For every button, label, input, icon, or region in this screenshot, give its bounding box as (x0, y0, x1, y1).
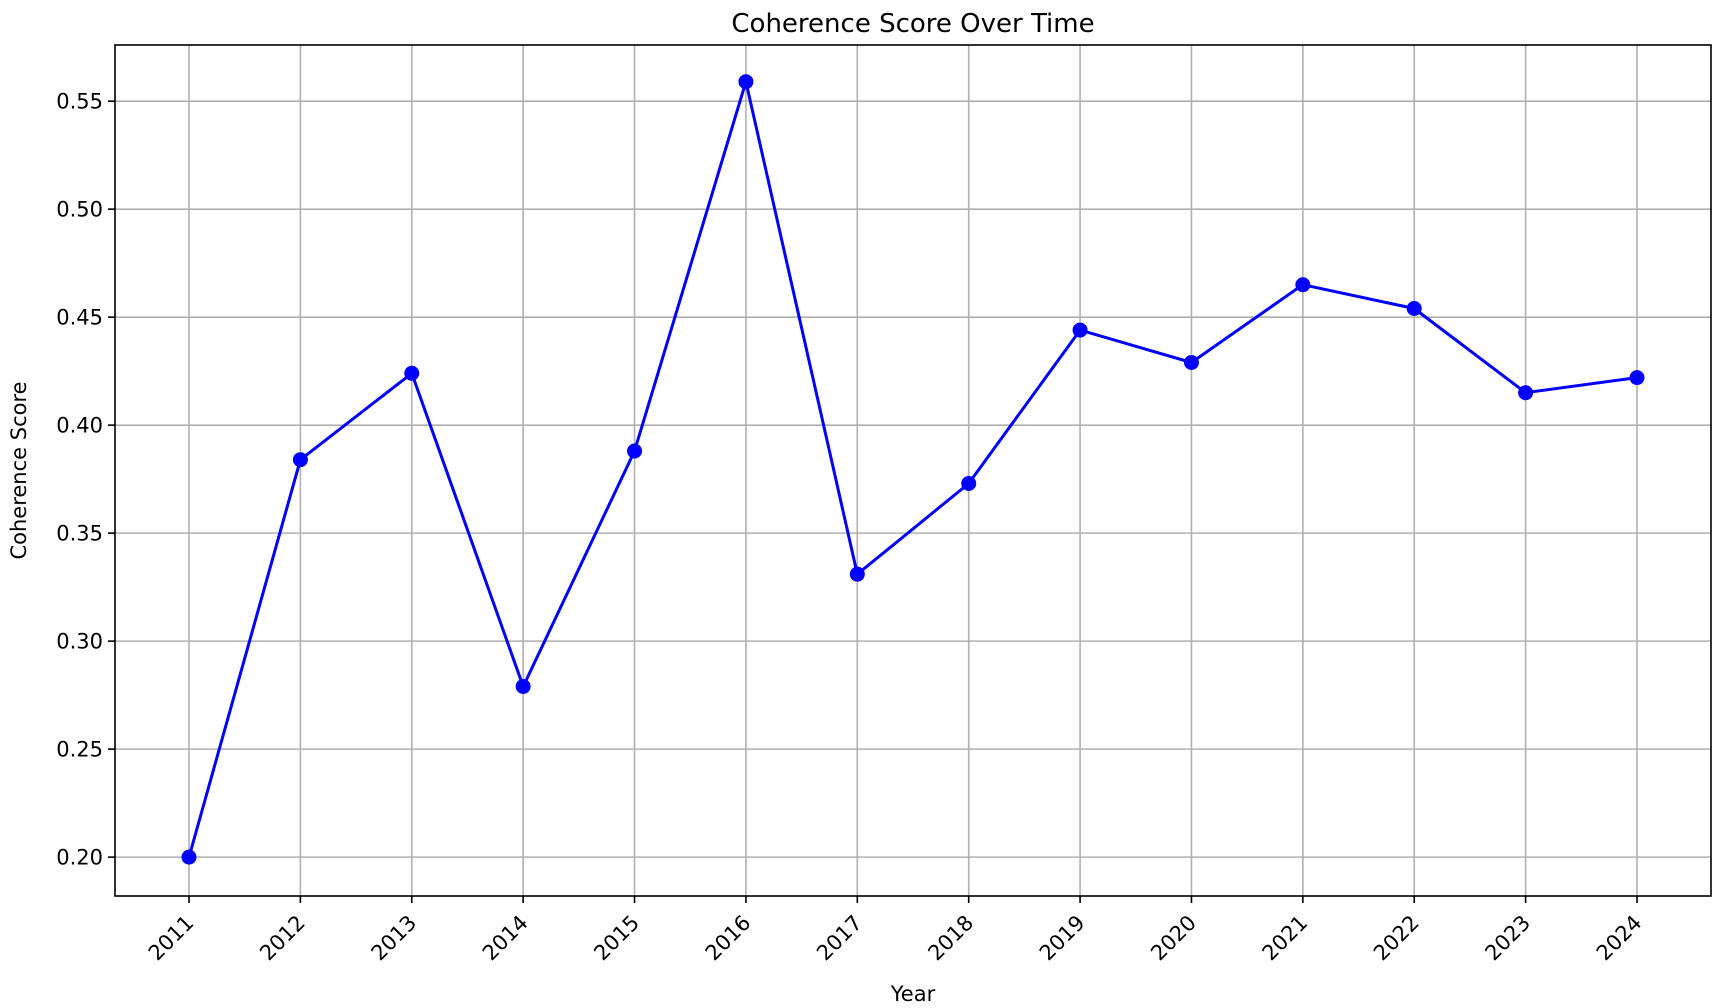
y-tick-label: 0.35 (56, 522, 103, 546)
data-point-2015 (627, 443, 643, 459)
series-line (187, 80, 1638, 858)
data-point-2019 (1072, 322, 1088, 338)
data-point-2011 (181, 849, 197, 865)
y-axis-label: Coherence Score (7, 381, 31, 559)
plot-area-frame (114, 44, 1712, 897)
data-point-2012 (292, 452, 308, 468)
y-tick-label: 0.40 (56, 414, 103, 438)
y-tick-label: 0.20 (56, 846, 103, 870)
data-point-2014 (515, 678, 531, 694)
chart-title: Coherence Score Over Time (731, 9, 1094, 39)
data-point-2013 (404, 365, 420, 381)
data-point-2024 (1629, 370, 1645, 386)
data-point-2023 (1518, 385, 1534, 401)
data-point-2022 (1406, 301, 1422, 317)
y-tick-label: 0.50 (56, 198, 103, 222)
y-tick-label: 0.55 (56, 90, 103, 114)
y-tick-label: 0.25 (56, 738, 103, 762)
data-point-2018 (961, 475, 977, 491)
data-point-2021 (1295, 277, 1311, 293)
data-point-2017 (849, 566, 865, 582)
y-tick-label: 0.45 (56, 306, 103, 330)
data-series (181, 74, 1645, 865)
x-axis-label: Year (890, 982, 936, 1006)
y-tick-label: 0.30 (56, 630, 103, 654)
data-point-2016 (738, 74, 754, 90)
data-point-2020 (1183, 355, 1199, 371)
grid (115, 45, 1711, 896)
